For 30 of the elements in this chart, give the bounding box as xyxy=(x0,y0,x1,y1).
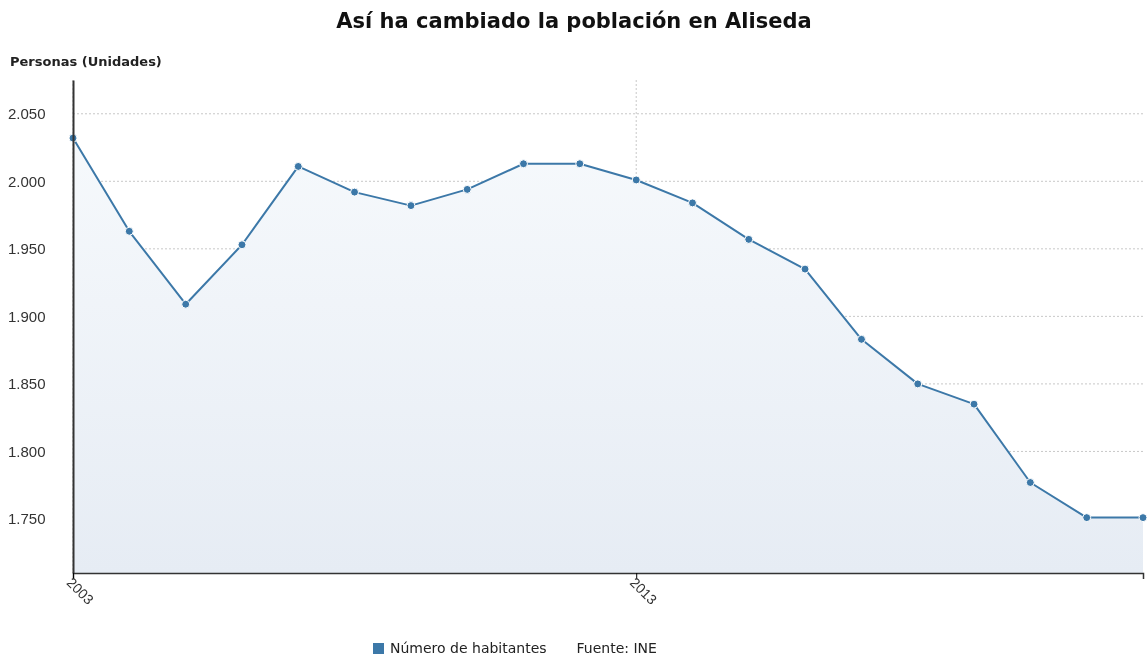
y-tick-label: 1.850 xyxy=(8,375,46,393)
point xyxy=(856,334,866,344)
point xyxy=(969,399,979,409)
y-tick-label: 1.900 xyxy=(8,307,46,325)
point xyxy=(1138,513,1148,523)
legend-label: Número de habitantes xyxy=(390,640,547,656)
y-axis-title: Personas (Unidades) xyxy=(10,54,162,69)
point xyxy=(744,234,754,244)
y-tick-label: 2.000 xyxy=(8,172,46,190)
point xyxy=(1082,513,1092,523)
point xyxy=(462,184,472,194)
point xyxy=(237,240,247,250)
point xyxy=(293,161,303,171)
y-tick-label: 1.950 xyxy=(8,240,46,258)
point xyxy=(800,264,810,274)
point xyxy=(124,226,134,236)
point xyxy=(350,187,360,197)
point xyxy=(519,159,528,169)
y-tick-label: 2.050 xyxy=(8,105,46,123)
point xyxy=(575,159,585,169)
point xyxy=(631,175,641,185)
point xyxy=(1025,478,1035,487)
chart-title: Así ha cambiado la población en Aliseda xyxy=(336,9,812,33)
y-tick-label: 1.800 xyxy=(8,442,46,460)
point xyxy=(913,379,923,389)
y-tick-label: 1.750 xyxy=(8,510,46,528)
source-note: Fuente: INE xyxy=(576,640,657,656)
point xyxy=(688,198,697,208)
point xyxy=(406,201,416,211)
point xyxy=(181,299,191,309)
